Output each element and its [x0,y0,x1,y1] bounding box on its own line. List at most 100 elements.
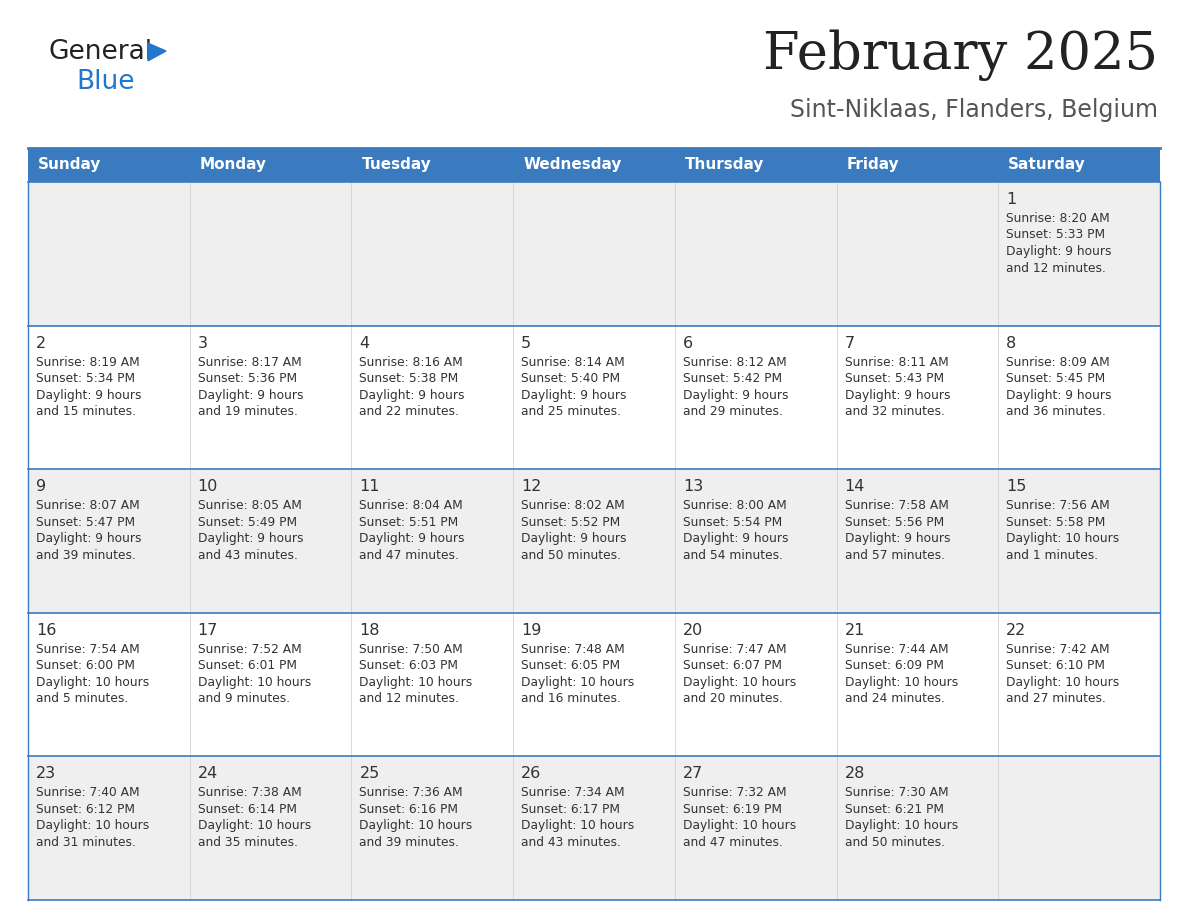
Text: and 5 minutes.: and 5 minutes. [36,692,128,705]
Text: Sunset: 6:10 PM: Sunset: 6:10 PM [1006,659,1105,672]
Text: 28: 28 [845,767,865,781]
Text: Daylight: 9 hours: Daylight: 9 hours [360,388,465,401]
Text: Sunrise: 7:38 AM: Sunrise: 7:38 AM [197,787,302,800]
Text: Sunrise: 7:40 AM: Sunrise: 7:40 AM [36,787,140,800]
Text: Daylight: 10 hours: Daylight: 10 hours [360,820,473,833]
Text: and 12 minutes.: and 12 minutes. [1006,262,1106,274]
Text: and 35 minutes.: and 35 minutes. [197,836,298,849]
Text: Sunset: 5:52 PM: Sunset: 5:52 PM [522,516,620,529]
Text: Sunrise: 8:05 AM: Sunrise: 8:05 AM [197,499,302,512]
Text: 8: 8 [1006,336,1017,351]
Bar [29,326,1159,469]
Text: Sunrise: 8:04 AM: Sunrise: 8:04 AM [360,499,463,512]
Text: Daylight: 10 hours: Daylight: 10 hours [522,676,634,688]
Text: 4: 4 [360,336,369,351]
Text: Sunset: 6:00 PM: Sunset: 6:00 PM [36,659,135,672]
Text: Daylight: 10 hours: Daylight: 10 hours [197,820,311,833]
Text: Sunrise: 8:09 AM: Sunrise: 8:09 AM [1006,355,1110,369]
Text: Sunrise: 8:11 AM: Sunrise: 8:11 AM [845,355,948,369]
Text: and 9 minutes.: and 9 minutes. [197,692,290,705]
Text: 27: 27 [683,767,703,781]
Text: 3: 3 [197,336,208,351]
Text: Daylight: 10 hours: Daylight: 10 hours [36,676,150,688]
Text: Sint-Niklaas, Flanders, Belgium: Sint-Niklaas, Flanders, Belgium [790,98,1158,122]
Text: 15: 15 [1006,479,1026,494]
Text: 1: 1 [1006,192,1017,207]
Text: Sunset: 6:14 PM: Sunset: 6:14 PM [197,803,297,816]
Text: and 12 minutes.: and 12 minutes. [360,692,460,705]
Text: and 43 minutes.: and 43 minutes. [197,549,297,562]
Text: 21: 21 [845,622,865,638]
Text: Sunset: 5:56 PM: Sunset: 5:56 PM [845,516,943,529]
Text: 23: 23 [36,767,56,781]
Text: Sunrise: 8:20 AM: Sunrise: 8:20 AM [1006,212,1110,225]
Text: Daylight: 10 hours: Daylight: 10 hours [683,676,796,688]
Text: and 22 minutes.: and 22 minutes. [360,405,460,418]
Text: 13: 13 [683,479,703,494]
Text: Daylight: 10 hours: Daylight: 10 hours [360,676,473,688]
Text: 17: 17 [197,622,219,638]
Text: 18: 18 [360,622,380,638]
Text: 6: 6 [683,336,693,351]
Text: and 50 minutes.: and 50 minutes. [845,836,944,849]
Text: Sunset: 6:16 PM: Sunset: 6:16 PM [360,803,459,816]
Text: 9: 9 [36,479,46,494]
Text: Sunset: 6:09 PM: Sunset: 6:09 PM [845,659,943,672]
Text: Daylight: 10 hours: Daylight: 10 hours [522,820,634,833]
Text: 20: 20 [683,622,703,638]
Text: Sunset: 5:34 PM: Sunset: 5:34 PM [36,372,135,385]
Text: and 39 minutes.: and 39 minutes. [36,549,135,562]
Text: Daylight: 10 hours: Daylight: 10 hours [683,820,796,833]
Text: and 27 minutes.: and 27 minutes. [1006,692,1106,705]
Text: Sunset: 6:07 PM: Sunset: 6:07 PM [683,659,782,672]
Text: Sunset: 6:17 PM: Sunset: 6:17 PM [522,803,620,816]
Text: Monday: Monday [200,158,267,173]
Text: 7: 7 [845,336,854,351]
Text: Sunday: Sunday [38,158,101,173]
Text: Wednesday: Wednesday [523,158,621,173]
Text: Friday: Friday [847,158,899,173]
Text: Sunrise: 7:44 AM: Sunrise: 7:44 AM [845,643,948,655]
Text: Daylight: 9 hours: Daylight: 9 hours [845,388,950,401]
Text: Sunset: 5:36 PM: Sunset: 5:36 PM [197,372,297,385]
Text: 10: 10 [197,479,219,494]
Text: and 36 minutes.: and 36 minutes. [1006,405,1106,418]
Text: and 25 minutes.: and 25 minutes. [522,405,621,418]
Text: Sunrise: 7:34 AM: Sunrise: 7:34 AM [522,787,625,800]
Text: Daylight: 10 hours: Daylight: 10 hours [1006,676,1119,688]
Text: 19: 19 [522,622,542,638]
Text: Sunset: 6:21 PM: Sunset: 6:21 PM [845,803,943,816]
Text: Sunrise: 7:50 AM: Sunrise: 7:50 AM [360,643,463,655]
Bar [29,613,1159,756]
Text: 25: 25 [360,767,380,781]
Text: Sunset: 5:45 PM: Sunset: 5:45 PM [1006,372,1106,385]
Text: Sunrise: 7:42 AM: Sunrise: 7:42 AM [1006,643,1110,655]
Text: Sunset: 5:42 PM: Sunset: 5:42 PM [683,372,782,385]
Text: Sunrise: 8:07 AM: Sunrise: 8:07 AM [36,499,140,512]
Text: Sunrise: 8:17 AM: Sunrise: 8:17 AM [197,355,302,369]
Text: Daylight: 9 hours: Daylight: 9 hours [522,532,626,545]
Text: Sunrise: 7:58 AM: Sunrise: 7:58 AM [845,499,948,512]
Bar [29,148,1159,182]
Text: Sunrise: 7:47 AM: Sunrise: 7:47 AM [683,643,786,655]
Text: Daylight: 9 hours: Daylight: 9 hours [197,532,303,545]
Text: Daylight: 9 hours: Daylight: 9 hours [522,388,626,401]
Text: Sunset: 5:40 PM: Sunset: 5:40 PM [522,372,620,385]
Text: 14: 14 [845,479,865,494]
Text: and 39 minutes.: and 39 minutes. [360,836,460,849]
Text: Sunset: 5:51 PM: Sunset: 5:51 PM [360,516,459,529]
Text: Sunrise: 8:00 AM: Sunrise: 8:00 AM [683,499,786,512]
Polygon shape [148,43,166,61]
Text: General: General [48,39,152,65]
Text: Sunrise: 8:16 AM: Sunrise: 8:16 AM [360,355,463,369]
Text: and 47 minutes.: and 47 minutes. [360,549,460,562]
Text: and 32 minutes.: and 32 minutes. [845,405,944,418]
Text: Sunset: 6:12 PM: Sunset: 6:12 PM [36,803,135,816]
Text: and 47 minutes.: and 47 minutes. [683,836,783,849]
Text: Daylight: 10 hours: Daylight: 10 hours [36,820,150,833]
Text: 24: 24 [197,767,217,781]
Text: and 31 minutes.: and 31 minutes. [36,836,135,849]
Text: Daylight: 9 hours: Daylight: 9 hours [36,532,141,545]
Text: Sunrise: 8:02 AM: Sunrise: 8:02 AM [522,499,625,512]
Text: Sunrise: 7:48 AM: Sunrise: 7:48 AM [522,643,625,655]
